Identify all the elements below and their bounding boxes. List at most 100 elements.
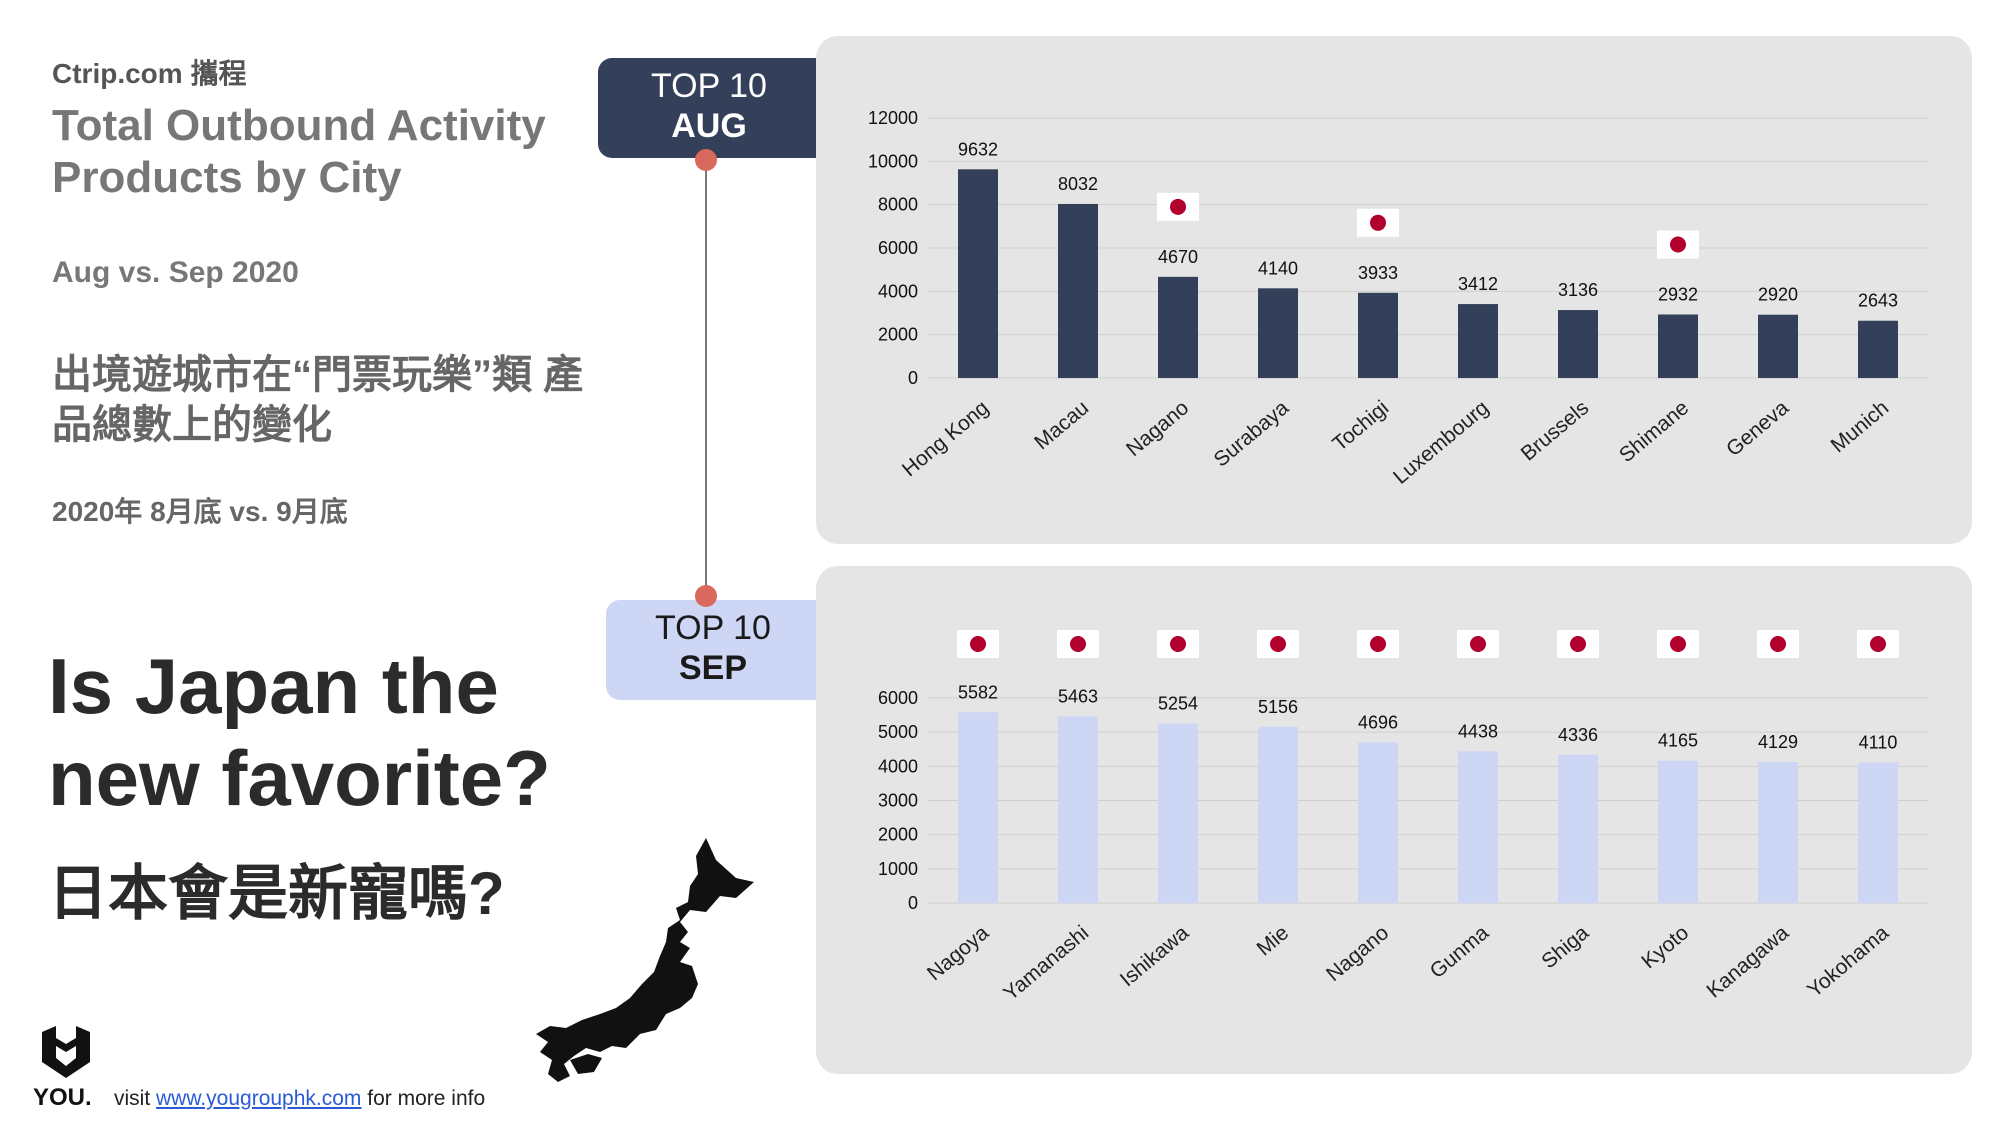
data-label: 4165: [1658, 731, 1698, 751]
headline-question: Is Japan the new favorite?: [48, 642, 551, 822]
x-tick-label: Nagoya: [923, 921, 993, 985]
data-label: 3933: [1358, 263, 1398, 283]
x-tick-label: Geneva: [1722, 396, 1793, 461]
japan-flag-dot: [1370, 636, 1386, 652]
page-title: Total Outbound Activity Products by City: [52, 101, 546, 202]
data-label: 4696: [1358, 713, 1398, 733]
logo-text: YOU.: [33, 1084, 92, 1111]
japan-flag-dot: [1870, 636, 1886, 652]
japan-flag-dot: [1570, 636, 1586, 652]
x-tick-label: Kyoto: [1637, 921, 1693, 973]
japan-flag-dot: [970, 636, 986, 652]
x-tick-label: Shiga: [1537, 921, 1593, 973]
bar: [1358, 742, 1398, 903]
bar: [1758, 761, 1798, 903]
data-label: 4140: [1258, 258, 1298, 278]
x-tick-label: Munich: [1827, 396, 1894, 457]
y-tick-label: 3000: [878, 791, 918, 811]
bar: [1258, 726, 1298, 903]
japan-flag-dot: [1170, 636, 1186, 652]
bar: [1158, 723, 1198, 903]
y-tick-label: 8000: [878, 195, 918, 215]
you-logo-icon: [42, 1026, 90, 1078]
data-label: 5463: [1058, 686, 1098, 706]
data-label: 4336: [1558, 725, 1598, 745]
tag-sep-line1: TOP 10: [655, 609, 771, 647]
x-tick-label: Ishikawa: [1116, 921, 1194, 991]
data-label: 2920: [1758, 285, 1798, 305]
tag-aug-line1: TOP 10: [651, 67, 767, 105]
bar: [1158, 276, 1198, 378]
y-tick-label: 4000: [878, 756, 918, 776]
japan-flag-dot: [1370, 214, 1386, 231]
x-tick-label: Kanagawa: [1702, 921, 1793, 1003]
data-label: 9632: [958, 139, 998, 159]
data-label: 8032: [1058, 174, 1098, 194]
x-tick-label: Luxembourg: [1389, 396, 1493, 489]
chinese-description: 出境遊城市在“門票玩樂”類 產品總數上的變化: [52, 353, 584, 447]
x-tick-label: Yokohama: [1803, 921, 1893, 1002]
data-label: 2932: [1658, 284, 1698, 304]
data-label: 3412: [1458, 274, 1498, 294]
japan-flag-dot: [1670, 236, 1686, 253]
bar: [1758, 314, 1798, 378]
data-label: 2643: [1858, 291, 1898, 311]
y-tick-label: 6000: [878, 238, 918, 258]
data-label: 3136: [1558, 280, 1598, 300]
data-label: 4670: [1158, 247, 1198, 267]
x-tick-label: Hong Kong: [898, 396, 993, 481]
tag-aug-line2: AUG: [671, 107, 747, 145]
data-label: 4110: [1859, 733, 1898, 753]
y-tick-label: 0: [908, 368, 918, 388]
y-tick-label: 12000: [868, 108, 918, 128]
bar-chart-aug: 0 2000 4000 6000 8000 10000 12000 9632 Hong Kong…: [868, 108, 1928, 489]
data-label: 5254: [1158, 693, 1198, 713]
bar: [1458, 304, 1498, 378]
japan-flag-dot: [1670, 636, 1686, 652]
x-tick-label: Tochigi: [1328, 396, 1393, 456]
japan-flag-dot: [1770, 636, 1786, 652]
japan-flag-dot: [1270, 636, 1286, 652]
tag-top10-sep: TOP 10 SEP: [606, 600, 820, 700]
y-tick-label: 0: [908, 893, 918, 913]
x-tick-label: Shimane: [1615, 396, 1693, 467]
bar: [1358, 292, 1398, 378]
bar: [1558, 310, 1598, 378]
x-tick-label: Nagano: [1122, 396, 1193, 461]
x-tick-label: Surabaya: [1210, 396, 1294, 472]
chinese-date: 2020年 8月底 vs. 9月底: [52, 496, 348, 527]
bar: [1458, 751, 1498, 903]
bar: [1058, 716, 1098, 903]
y-tick-label: 2000: [878, 825, 918, 845]
x-tick-label: Brussels: [1517, 396, 1593, 465]
chart-panel-aug: 0 2000 4000 6000 8000 10000 12000 9632 Hong Kong…: [816, 36, 1972, 544]
japan-flag-dot: [1470, 636, 1486, 652]
y-tick-label: 5000: [878, 722, 918, 742]
x-tick-label: Yamanashi: [999, 921, 1093, 1005]
y-tick-label: 2000: [878, 325, 918, 345]
y-tick-label: 10000: [868, 151, 918, 171]
headline-question-chinese: 日本會是新寵嗎?: [48, 860, 505, 927]
chart-panel-sep: 0 1000 2000 3000 4000 5000 6000 5582 Nagoya 5463 Y…: [816, 566, 1972, 1074]
bar: [1058, 203, 1098, 378]
x-tick-label: Mie: [1253, 921, 1294, 960]
japan-flag-dot: [1170, 198, 1186, 215]
data-label: 5156: [1258, 697, 1298, 717]
bar: [1558, 754, 1598, 903]
x-tick-label: Nagano: [1322, 921, 1393, 986]
bar: [958, 169, 998, 378]
x-tick-label: Macau: [1030, 396, 1093, 454]
bar: [958, 712, 998, 903]
bar: [1658, 760, 1698, 903]
y-tick-label: 1000: [878, 859, 918, 879]
y-tick-label: 4000: [878, 281, 918, 301]
y-tick-label: 6000: [878, 688, 918, 708]
footer-suffix: for more info: [361, 1087, 486, 1110]
source-label: Ctrip.com 攜程: [52, 58, 247, 89]
footer-prefix: visit: [114, 1087, 156, 1110]
x-tick-label: Gunma: [1426, 921, 1494, 983]
bar-chart-sep: 0 1000 2000 3000 4000 5000 6000 5582 Nagoya 5463 Y…: [878, 630, 1928, 1005]
bar: [1658, 314, 1698, 378]
website-link[interactable]: www.yougrouphk.com: [156, 1087, 362, 1110]
data-label: 4438: [1458, 721, 1498, 741]
